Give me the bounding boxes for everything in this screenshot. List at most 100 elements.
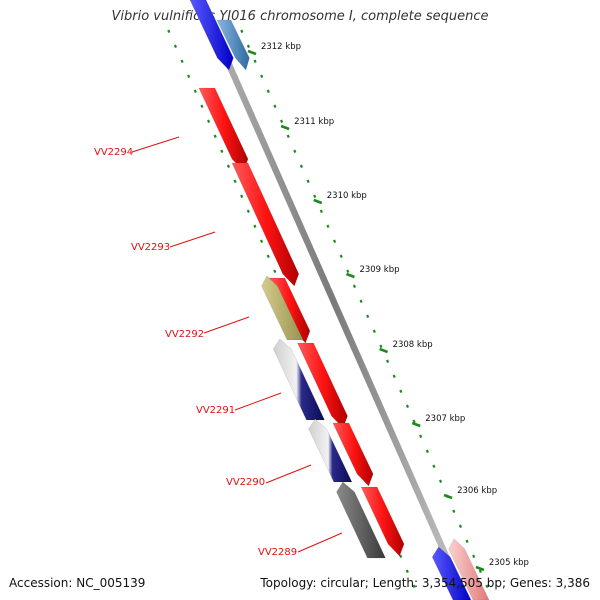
tick-dot: [379, 344, 383, 349]
gene-vv2289-rev[interactable]: [336, 481, 386, 559]
gene-vv2291-fwd[interactable]: [297, 342, 348, 429]
tick-dot: [279, 119, 284, 124]
tick-dot: [299, 164, 304, 169]
gene-label-vv2291[interactable]: VV2291: [196, 405, 235, 416]
gene-vv2294[interactable]: [198, 87, 249, 172]
gene-label-vv2292[interactable]: VV2292: [165, 329, 204, 340]
gene-label-leader: [203, 316, 250, 334]
tick-dot: [339, 254, 343, 259]
tick-dot: [206, 119, 211, 124]
tick-dot: [326, 224, 330, 229]
gene-vv2292-rev[interactable]: [261, 275, 304, 341]
major-tick: [247, 49, 257, 56]
tick-dot: [412, 584, 416, 589]
tick-dot: [193, 89, 197, 94]
tick-dot: [259, 239, 264, 244]
tick-labels: 2312 kbp 2311 kbp 2310 kbp 2309 kbp 2308 kbp…: [247, 42, 529, 572]
tick-dot: [306, 179, 310, 184]
gene-label-vv2289[interactable]: VV2289: [258, 547, 297, 558]
tick-dot: [399, 554, 403, 559]
major-tick: [346, 272, 355, 279]
gene-vv2291-rev[interactable]: [273, 338, 325, 421]
tick-dot: [286, 134, 290, 139]
tick-dot: [332, 239, 337, 244]
tick-dot: [438, 479, 443, 484]
accession-text: Accession: NC_005139: [9, 576, 146, 590]
tick-dot: [399, 389, 403, 394]
tick-dot: [273, 104, 277, 109]
gene-bottom-pink[interactable]: [448, 538, 490, 600]
tick-label: 2308 kbp: [393, 340, 433, 350]
tick-label: 2312 kbp: [261, 42, 301, 52]
gene-label-leader: [297, 532, 343, 553]
gene-label-leader: [265, 464, 312, 484]
gene-vv2293[interactable]: [231, 162, 300, 287]
gene-label-leader: [169, 231, 216, 248]
major-tick: [475, 565, 485, 572]
tick-dot: [266, 254, 270, 259]
tick-label: 2307 kbp: [425, 414, 465, 424]
gene-vv2290-fwd[interactable]: [332, 422, 374, 487]
tick-dot: [425, 449, 429, 454]
major-tick: [313, 198, 323, 205]
tick-dot: [405, 569, 409, 574]
gene-label-vv2293[interactable]: VV2293: [131, 242, 170, 253]
tick-dot: [246, 44, 251, 49]
gene-top-blue[interactable]: [189, 0, 234, 71]
tick-dot: [472, 554, 476, 559]
tick-dot: [359, 299, 363, 304]
major-tick: [379, 347, 389, 354]
tick-label: 2305 kbp: [489, 558, 529, 568]
tick-dot: [372, 329, 376, 334]
tick-dot: [220, 149, 224, 154]
major-tick: [443, 493, 453, 500]
tick-dot: [200, 104, 204, 109]
gene-bottom-blue[interactable]: [431, 546, 472, 600]
tick-dot: [253, 59, 257, 64]
gene-vv2290-rev[interactable]: [308, 418, 353, 483]
tick-dot: [405, 404, 410, 409]
inner-tick-track: [240, 29, 489, 589]
tick-dot: [226, 164, 231, 169]
tick-dot: [253, 224, 257, 229]
tick-dot: [478, 569, 482, 574]
tick-dot: [352, 284, 357, 289]
topology-text: Topology: circular; Length: 3,354,505 bp…: [260, 576, 590, 590]
tick-label: 2311 kbp: [294, 117, 334, 127]
tick-dot: [173, 44, 178, 49]
gene-label-vv2294[interactable]: VV2294: [94, 147, 133, 158]
tick-dot: [240, 29, 244, 34]
tick-dot: [246, 209, 250, 214]
tick-dot: [240, 194, 244, 199]
gene-label-leader: [131, 136, 180, 153]
tick-dot: [432, 464, 436, 469]
tick-label: 2309 kbp: [359, 265, 399, 275]
tick-dot: [385, 359, 390, 364]
gene-label-vv2290[interactable]: VV2290: [226, 477, 265, 488]
tick-dot: [452, 509, 456, 514]
gene-track: [189, 0, 490, 600]
tick-dot: [313, 194, 317, 199]
major-tick: [411, 421, 421, 428]
tick-dot: [485, 584, 489, 589]
gene-top-steel[interactable]: [216, 19, 250, 71]
tick-dot: [465, 539, 469, 544]
gene-label-leader: [234, 392, 282, 411]
tick-dot: [458, 524, 463, 529]
tick-dot: [187, 74, 191, 79]
tick-dot: [293, 149, 297, 154]
gene-vv2289-fwd[interactable]: [360, 486, 405, 557]
tick-label: 2310 kbp: [327, 191, 367, 201]
tick-dot: [392, 374, 396, 379]
tick-dot: [319, 209, 323, 214]
tick-dot: [419, 434, 423, 439]
major-tick: [280, 124, 290, 131]
tick-label: 2306 kbp: [457, 486, 497, 496]
tick-dot: [233, 179, 237, 184]
tick-dot: [346, 269, 350, 274]
chromosome-backbone: [197, 0, 469, 600]
tick-dot: [213, 134, 217, 139]
tick-dot: [412, 419, 416, 424]
